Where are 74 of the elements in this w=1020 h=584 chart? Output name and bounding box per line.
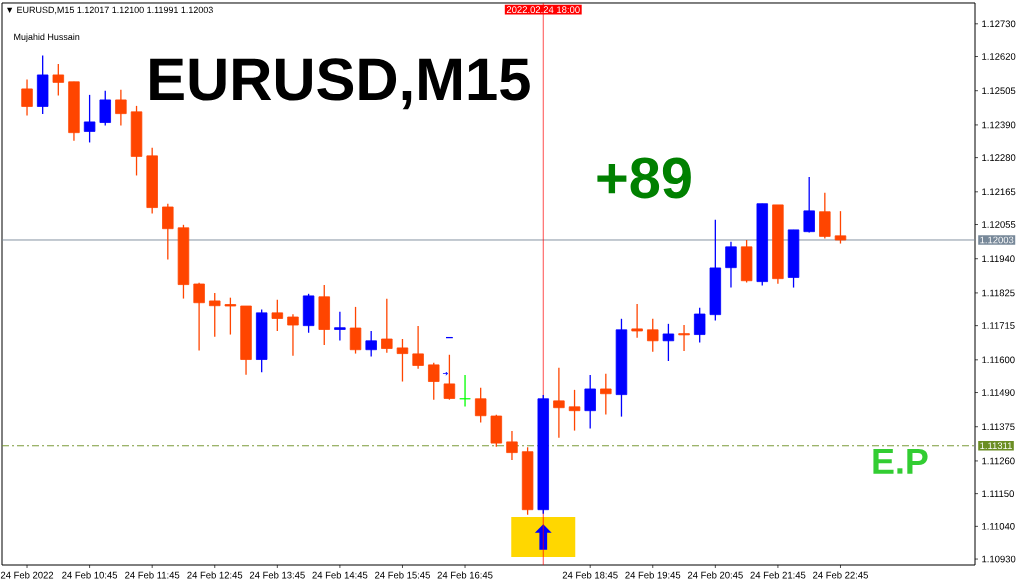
candlestick <box>162 203 174 261</box>
candlestick <box>584 374 596 430</box>
candlestick <box>678 324 690 352</box>
x-tick-label: 24 Feb 18:45 <box>562 571 618 579</box>
candlestick <box>428 362 440 401</box>
y-tick-label: 1.11150 <box>982 490 1014 497</box>
y-tick-label: 1.11715 <box>982 322 1015 329</box>
candlestick <box>647 318 659 353</box>
candlestick <box>693 307 706 344</box>
x-tick-label: 24 Feb 21:45 <box>750 571 806 579</box>
candlestick <box>83 94 96 144</box>
candlestick <box>412 325 424 370</box>
y-tick-label: 1.12165 <box>982 188 1016 196</box>
candlestick <box>725 241 737 289</box>
y-tick-label: 1.11490 <box>982 389 1015 396</box>
y-tick-label: 1.12730 <box>982 20 1016 28</box>
y-tick-label: 1.11940 <box>982 255 1015 263</box>
annotation: ⬆ <box>534 524 552 550</box>
ref-line-label: 1.12003 <box>980 236 1014 244</box>
y-tick-label: 1.11260 <box>982 457 1015 465</box>
annotation: +89 <box>597 157 691 199</box>
candlestick <box>381 298 393 354</box>
x-tick-label: 24 Feb 19:45 <box>625 571 681 579</box>
x-tick-label: 24 Feb 14:45 <box>312 571 368 579</box>
candlestick <box>334 311 346 342</box>
x-tick-label: 24 Feb 2022 <box>0 571 54 579</box>
x-tick-label: 24 Feb 20:45 <box>687 571 743 579</box>
x-tick-label: 24 Feb 10:45 <box>62 571 118 579</box>
x-tick-label: 24 Feb 13:45 <box>249 571 305 579</box>
y-tick-label: 1.12390 <box>982 121 1016 129</box>
candlestick <box>443 354 456 401</box>
text: EURUSD,M15 <box>150 58 530 110</box>
candlestick <box>553 367 565 439</box>
candlestick <box>803 176 815 234</box>
candlestick <box>600 373 612 416</box>
ref-line-label: 1.11311 <box>980 442 1012 450</box>
annotation: E.P <box>873 448 928 474</box>
candlestick <box>365 330 377 358</box>
x-tick-label: 24 Feb 16:45 <box>437 571 493 579</box>
chart-subtitle: ▼ EURUSD,M15 1.12017 1.12100 1.11991 1.12003 <box>7 6 213 15</box>
candlestick <box>21 78 33 117</box>
candlestick <box>287 313 299 357</box>
y-tick-label: 1.10930 <box>982 555 1016 563</box>
candlestick <box>52 63 65 97</box>
candlestick <box>209 292 221 338</box>
ref-line-label: 2022.02.24 18:00 <box>506 6 580 13</box>
candlestick <box>568 389 581 432</box>
candlestick <box>459 374 471 408</box>
y-tick-label: 1.11825 <box>982 289 1015 297</box>
y-tick-label: 1.11040 <box>982 522 1015 530</box>
y-tick-label: 1.12280 <box>982 154 1016 161</box>
candlestick <box>662 323 675 362</box>
candlestick <box>506 430 518 461</box>
annotation: Mujahid Hussain <box>14 33 80 42</box>
x-tick-label: 24 Feb 22:45 <box>813 571 868 579</box>
candlestick <box>115 89 127 127</box>
y-tick-label: 1.12055 <box>982 221 1016 228</box>
x-tick-label: 24 Feb 11:45 <box>125 571 180 579</box>
annotation: − <box>445 336 453 339</box>
x-tick-label: 24 Feb 12:45 <box>187 571 243 579</box>
y-tick-label: 1.12620 <box>982 53 1016 60</box>
candlestick <box>631 303 643 339</box>
candlestick <box>193 282 205 352</box>
x-tick-label: 24 Feb 15:45 <box>375 571 430 579</box>
candlestick <box>349 306 362 355</box>
candlestick <box>99 90 111 127</box>
candlestick <box>396 338 409 383</box>
y-tick-label: 1.11375 <box>982 423 1015 431</box>
y-tick-label: 1.12505 <box>982 87 1016 95</box>
candlestick <box>224 297 237 336</box>
candlestick <box>474 387 487 424</box>
candlestick <box>271 299 284 332</box>
candlestick <box>834 210 847 245</box>
y-tick-label: 1.11600 <box>982 356 1015 364</box>
